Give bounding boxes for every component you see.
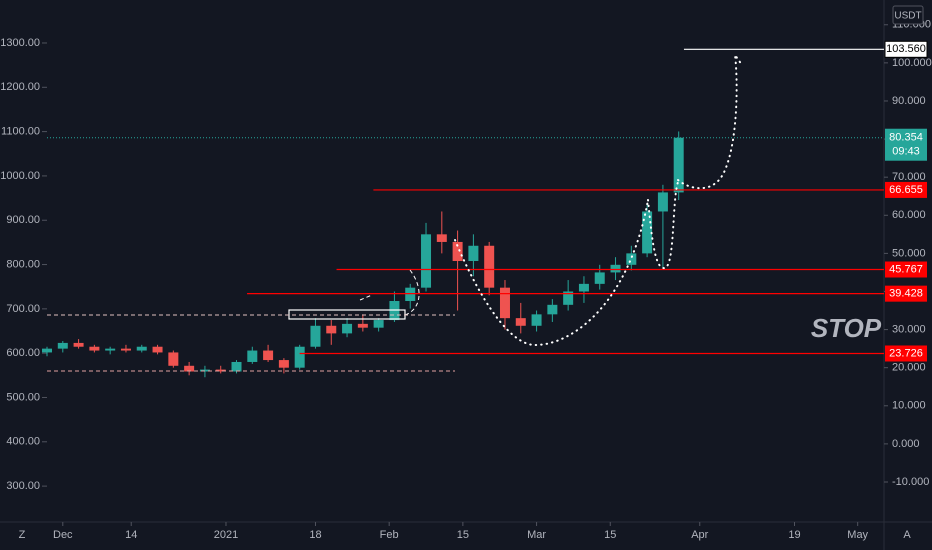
current-price-label: 80.354 [889, 132, 923, 144]
x-tick-label: Mar [527, 529, 546, 541]
x-tick-label: 15 [457, 529, 469, 541]
candle-body [405, 287, 416, 302]
y-tick-label: 1100.00 [1, 126, 40, 138]
candle-body [120, 348, 131, 351]
y-tick-label: 600.00 [6, 347, 40, 359]
y2-tick-label: 50.000 [892, 247, 926, 259]
level-box [885, 181, 927, 198]
candle-body [657, 192, 668, 212]
x-tick-label: Dec [53, 529, 73, 541]
y-tick-label: 400.00 [6, 436, 40, 448]
candle-body [531, 314, 542, 326]
axis-button[interactable]: Z [19, 529, 26, 541]
candle-body [278, 360, 289, 368]
candle-body [610, 264, 621, 273]
y2-tick-label: 70.000 [892, 171, 926, 183]
candle-body [642, 211, 653, 254]
candle-body [373, 320, 384, 328]
candle-body [326, 325, 337, 334]
candle-body [105, 348, 116, 351]
y-tick-label: 700.00 [6, 303, 40, 315]
x-tick-label: 19 [788, 529, 800, 541]
level-box [885, 261, 927, 278]
candle-body [452, 241, 463, 261]
candle-body [73, 342, 84, 347]
candle-body [215, 369, 226, 372]
candle-body [547, 304, 558, 315]
candle-body [578, 283, 589, 292]
y2-tick-label: 20.000 [892, 362, 926, 374]
plot: 300.00 400.00 500.00 600.00 700.00 800.00 900.… [0, 19, 932, 541]
unit-label: USDT [894, 11, 921, 22]
x-tick-label: 15 [604, 529, 616, 541]
candle-body [357, 323, 368, 328]
forecast-path [677, 54, 743, 190]
x-tick-label: Apr [691, 529, 708, 541]
candle-body [231, 361, 242, 372]
x-tick-label: May [847, 529, 868, 541]
y2-tick-label: 0.000 [892, 438, 920, 450]
y2-tick-label: 90.000 [892, 95, 926, 107]
x-tick-label: Feb [380, 529, 399, 541]
level-label: 103.560 [886, 43, 926, 55]
candle-body [342, 323, 353, 334]
y-tick-label: 1000.00 [0, 170, 40, 182]
unit-box [892, 5, 924, 25]
candle-body [57, 342, 68, 349]
annotation: STOP [811, 313, 882, 343]
candle-body [42, 348, 52, 353]
candle-body [136, 346, 147, 351]
candle-body [168, 352, 179, 366]
candle-body [89, 346, 100, 351]
candle-body [310, 325, 321, 347]
x-tick-label: 14 [125, 529, 137, 541]
candle-body [673, 137, 684, 193]
candle-body [515, 318, 526, 326]
level-label: 39.428 [889, 288, 923, 300]
y2-tick-label: 100.000 [892, 57, 932, 69]
level-box [884, 40, 928, 58]
candle-body [263, 350, 274, 361]
candle-body [436, 234, 447, 242]
level-box [885, 285, 927, 302]
x-tick-label: 2021 [214, 529, 238, 541]
candle-body [247, 350, 258, 362]
y-tick-label: 300.00 [6, 480, 40, 492]
y2-tick-label: 60.000 [892, 209, 926, 221]
y2-tick-label: 30.000 [892, 323, 926, 335]
cup-pattern [454, 199, 649, 347]
candle-body [499, 287, 510, 319]
y2-tick-label: -10.000 [892, 476, 929, 488]
current-price-box [885, 128, 927, 161]
countdown-label: 09:43 [892, 146, 920, 158]
x-tick-label: 18 [309, 529, 321, 541]
candle-body [421, 234, 432, 288]
candle-body [563, 291, 574, 305]
level-label: 23.726 [889, 347, 923, 359]
candle-body [594, 272, 605, 284]
y-tick-label: 900.00 [6, 214, 40, 226]
handle-pattern [647, 181, 679, 269]
candle-body [152, 346, 163, 353]
level-box [885, 345, 927, 362]
candle-body [468, 245, 479, 261]
y-tick-label: 1200.00 [0, 81, 40, 93]
candle-body [184, 365, 195, 372]
level-label: 66.655 [889, 184, 923, 196]
sketch-line [359, 269, 420, 316]
y-tick-label: 500.00 [6, 391, 40, 403]
level-label: 45.767 [889, 263, 923, 275]
y2-tick-label: 10.000 [892, 400, 926, 412]
axis-button[interactable]: A [903, 529, 911, 541]
y-tick-label: 800.00 [6, 258, 40, 270]
candle-body [484, 245, 495, 288]
candle-body [626, 253, 637, 265]
candle-body [294, 346, 305, 368]
y-tick-label: 1300.00 [0, 37, 40, 49]
